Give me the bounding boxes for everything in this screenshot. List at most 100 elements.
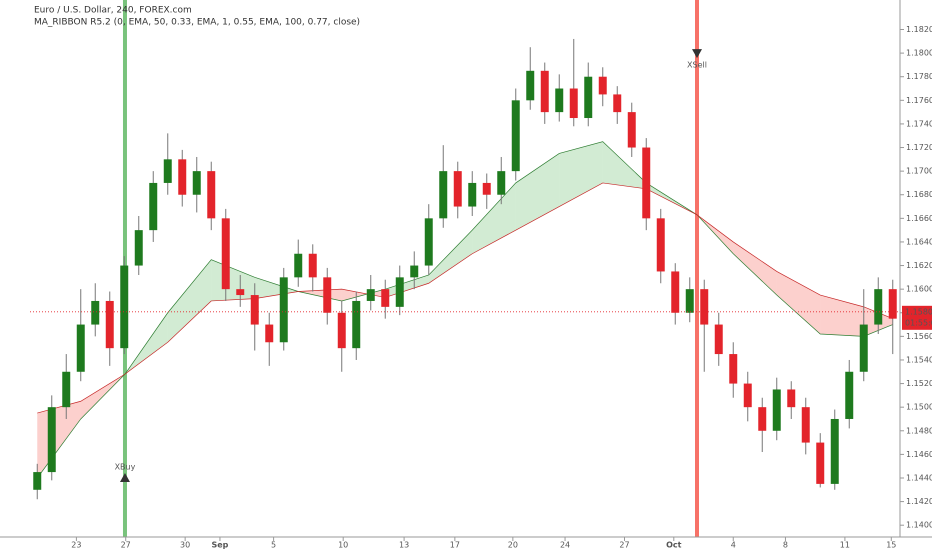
candle-body bbox=[468, 182, 477, 207]
y-tick-label: 1.14200 bbox=[906, 497, 932, 506]
candle-body bbox=[584, 76, 593, 119]
candle-body bbox=[613, 94, 622, 113]
candle-body bbox=[569, 88, 578, 119]
y-tick-label: 1.15600 bbox=[906, 332, 932, 341]
x-tick-label: 17 bbox=[450, 541, 460, 550]
candle-body bbox=[439, 171, 448, 219]
candle-body bbox=[366, 289, 375, 301]
y-tick-label: 1.14400 bbox=[906, 473, 932, 482]
x-tick-label: Sep bbox=[211, 541, 228, 550]
candle-body bbox=[859, 324, 868, 372]
candle-body bbox=[787, 389, 796, 408]
ribbon-slow-line bbox=[37, 182, 893, 414]
x-tick-label: 8 bbox=[783, 541, 788, 550]
ribbon-fill bbox=[559, 141, 603, 207]
candle-body bbox=[729, 354, 738, 384]
candle-body bbox=[845, 371, 854, 419]
candle-body bbox=[395, 277, 404, 307]
y-tick-label: 1.15400 bbox=[906, 355, 932, 364]
x-tick-label: 27 bbox=[619, 541, 629, 550]
candle-body bbox=[163, 159, 172, 183]
candle-body bbox=[627, 112, 636, 148]
candle-body bbox=[656, 218, 665, 272]
y-tick-label: 1.17200 bbox=[906, 143, 932, 152]
candle-body bbox=[352, 300, 361, 349]
y-tick-label: 1.17800 bbox=[906, 72, 932, 81]
x-tick-label: 4 bbox=[731, 541, 736, 550]
candle-body bbox=[294, 253, 303, 278]
signal-band bbox=[695, 0, 699, 537]
y-tick-label: 1.14800 bbox=[906, 426, 932, 435]
candle-body bbox=[497, 171, 506, 195]
candle-body bbox=[134, 230, 143, 266]
y-tick-label: 1.15000 bbox=[906, 403, 932, 412]
candle-body bbox=[816, 442, 825, 484]
ribbon-fill bbox=[733, 241, 777, 296]
x-tick-label: 13 bbox=[399, 541, 409, 550]
candle-body bbox=[323, 277, 332, 313]
signal-arrow bbox=[119, 472, 130, 482]
y-tick-label: 1.15200 bbox=[906, 379, 932, 388]
last-price-box bbox=[902, 305, 932, 330]
candle-body bbox=[279, 277, 288, 343]
candle-body bbox=[685, 289, 694, 313]
candle-body bbox=[381, 289, 390, 307]
candle-body bbox=[801, 407, 810, 443]
y-tick-label: 1.16400 bbox=[906, 237, 932, 246]
x-tick-label: 24 bbox=[560, 541, 570, 550]
ribbon-fill bbox=[428, 230, 473, 284]
candle-body bbox=[178, 159, 187, 195]
x-tick-label: 30 bbox=[180, 541, 190, 550]
candle-body bbox=[424, 218, 433, 266]
candle-body bbox=[540, 70, 549, 113]
candle-body bbox=[62, 371, 71, 408]
ribbon-fast-line bbox=[36, 141, 893, 479]
candle-body bbox=[482, 182, 491, 195]
candle-body bbox=[671, 271, 680, 313]
y-tick-label: 1.18000 bbox=[906, 49, 932, 58]
candle-body bbox=[149, 182, 158, 231]
ribbon-fill bbox=[472, 182, 516, 254]
y-tick-label: 1.16800 bbox=[906, 190, 932, 199]
y-tick-label: 1.14600 bbox=[906, 450, 932, 459]
candle-body bbox=[888, 289, 897, 319]
candle-body bbox=[772, 389, 781, 431]
candle-body bbox=[700, 289, 709, 325]
candle-body bbox=[236, 289, 245, 296]
x-tick-label: 27 bbox=[121, 541, 131, 550]
candle-body bbox=[105, 300, 114, 349]
x-tick-label: 5 bbox=[271, 541, 276, 550]
candle-body bbox=[642, 147, 651, 219]
x-tick-label: 23 bbox=[71, 541, 81, 550]
candle-body bbox=[250, 295, 259, 325]
candle-body bbox=[120, 265, 129, 349]
signal-arrow bbox=[692, 49, 702, 59]
candle-body bbox=[743, 383, 752, 408]
candle-body bbox=[33, 472, 42, 490]
candle-body bbox=[874, 289, 883, 325]
candle-body bbox=[91, 300, 100, 325]
candle-body bbox=[758, 407, 767, 431]
candle-body bbox=[76, 324, 85, 372]
candle-body bbox=[598, 76, 607, 95]
signal-label: XSell bbox=[687, 61, 707, 70]
ribbon-fill bbox=[820, 295, 864, 337]
candle-body bbox=[221, 218, 230, 290]
x-tick-label: 15 bbox=[886, 541, 896, 550]
candle-body bbox=[265, 324, 274, 343]
candle-body bbox=[453, 171, 462, 207]
ribbon-fill bbox=[167, 259, 212, 343]
chart-title: Euro / U.S. Dollar, 240, FOREX.com bbox=[34, 6, 192, 16]
ribbon-fill bbox=[776, 271, 821, 335]
candle-body bbox=[308, 253, 317, 278]
candle-body bbox=[207, 171, 216, 219]
x-tick-label: Oct bbox=[666, 541, 682, 550]
y-tick-label: 1.16200 bbox=[906, 261, 932, 270]
countdown-label: 01:55:04 bbox=[905, 318, 932, 327]
candle-body bbox=[47, 407, 56, 473]
candle-body bbox=[337, 312, 346, 349]
candle-body bbox=[830, 418, 839, 484]
candle-body bbox=[192, 171, 201, 195]
